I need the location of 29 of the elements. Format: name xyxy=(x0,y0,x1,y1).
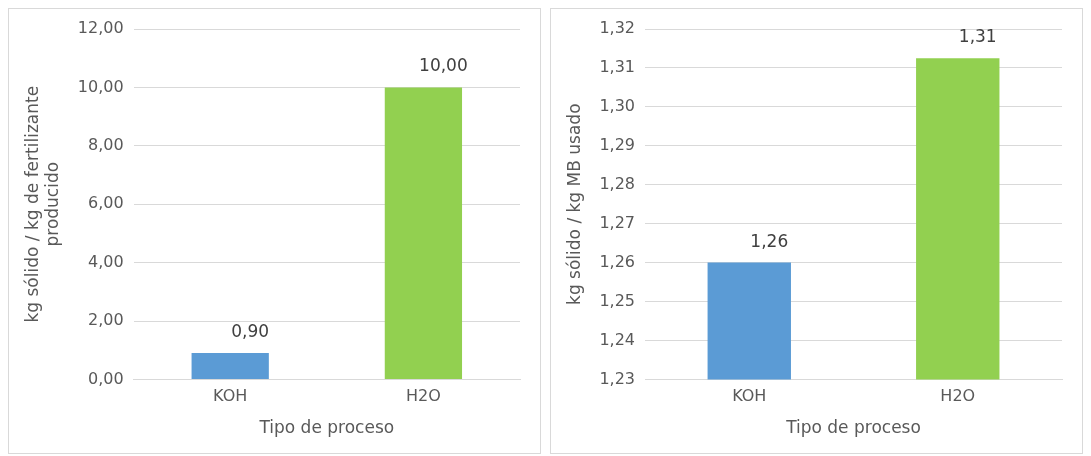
y-tick-label: 1,31 xyxy=(599,57,636,77)
y-tick-label: 8,00 xyxy=(87,134,124,154)
y-tick-label: 4,00 xyxy=(87,251,124,271)
y-tick-label: 1,29 xyxy=(599,134,636,154)
data-label: 1,31 xyxy=(958,26,997,47)
y-tick-label: 1,28 xyxy=(599,173,636,193)
x-axis-title: Tipo de proceso xyxy=(258,417,395,438)
y-axis-title: kg sólido / kg MB usado xyxy=(563,103,584,305)
y-tick-label: 2,00 xyxy=(87,310,124,330)
y-axis-title: kg sólido / kg de fertilizante producido xyxy=(21,85,63,323)
y-tick-label: 10,00 xyxy=(77,76,124,96)
x-tick-label: KOH xyxy=(213,386,248,406)
y-tick-label: 1,32 xyxy=(599,18,636,38)
x-tick-label: H2O xyxy=(405,386,441,406)
data-label: 1,26 xyxy=(750,230,789,251)
y-tick-label: 1,30 xyxy=(599,96,636,116)
y-tick-label: 12,00 xyxy=(77,18,124,38)
x-tick-label: H2O xyxy=(940,386,976,406)
y-tick-label: 1,27 xyxy=(599,212,636,232)
data-label: 0,90 xyxy=(231,321,270,342)
x-tick-label: KOH xyxy=(732,386,767,406)
y-tick-label: 6,00 xyxy=(87,193,124,213)
data-label: 10,00 xyxy=(419,55,468,76)
x-axis-title: Tipo de proceso xyxy=(785,417,921,438)
y-tick-label: 1,26 xyxy=(599,251,636,271)
y-tick-label: 1,23 xyxy=(599,368,636,388)
y-tick-label: 0,00 xyxy=(87,368,124,388)
y-tick-label: 1,24 xyxy=(599,329,636,349)
y-tick-label: 1,25 xyxy=(599,290,636,310)
